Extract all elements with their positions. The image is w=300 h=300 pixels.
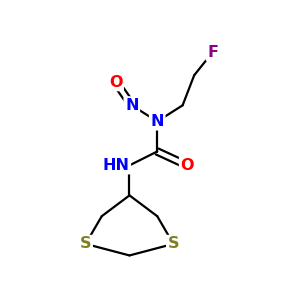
Text: F: F	[207, 45, 218, 60]
Text: S: S	[168, 236, 179, 251]
Text: O: O	[109, 75, 122, 90]
Text: N: N	[125, 98, 139, 113]
Text: S: S	[80, 236, 92, 251]
Text: HN: HN	[103, 158, 130, 173]
Text: O: O	[181, 158, 194, 173]
Text: N: N	[151, 114, 164, 129]
